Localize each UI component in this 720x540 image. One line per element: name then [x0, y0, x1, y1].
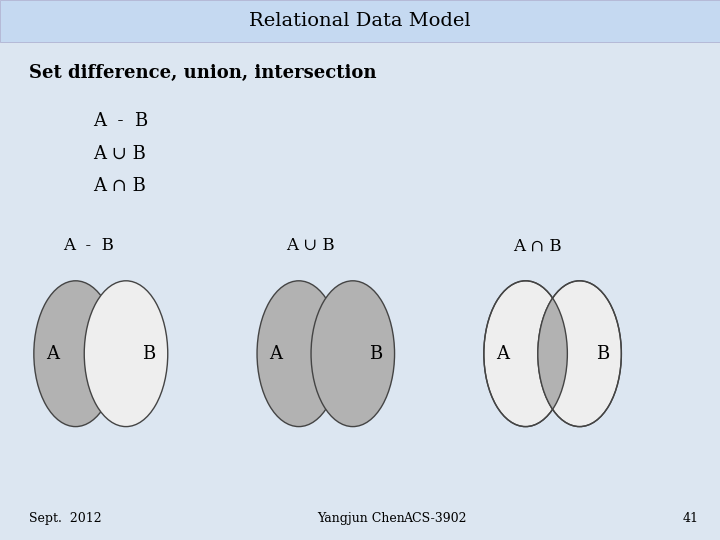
- Text: B: B: [143, 345, 156, 363]
- Text: A ∪ B: A ∪ B: [287, 237, 335, 254]
- Text: Set difference, union, intersection: Set difference, union, intersection: [29, 64, 377, 82]
- Ellipse shape: [538, 281, 621, 427]
- Text: ACS-3902: ACS-3902: [403, 512, 467, 525]
- Text: Yangjun Chen: Yangjun Chen: [317, 512, 405, 525]
- Ellipse shape: [484, 281, 567, 427]
- Text: A  -  B: A - B: [94, 112, 149, 131]
- Text: B: B: [369, 345, 382, 363]
- Ellipse shape: [311, 281, 395, 427]
- Text: 41: 41: [683, 512, 698, 525]
- Text: A: A: [46, 345, 59, 363]
- Text: Relational Data Model: Relational Data Model: [249, 12, 471, 30]
- Text: A ∩ B: A ∩ B: [94, 177, 146, 195]
- Text: Sept.  2012: Sept. 2012: [29, 512, 102, 525]
- Text: A ∩ B: A ∩ B: [513, 237, 562, 254]
- Ellipse shape: [538, 281, 621, 427]
- Ellipse shape: [484, 281, 567, 427]
- Ellipse shape: [34, 281, 117, 427]
- Text: A: A: [269, 345, 282, 363]
- Text: A  -  B: A - B: [63, 237, 114, 254]
- Text: A: A: [496, 345, 509, 363]
- Ellipse shape: [84, 281, 168, 427]
- Text: B: B: [596, 345, 609, 363]
- Ellipse shape: [257, 281, 341, 427]
- FancyBboxPatch shape: [0, 0, 720, 42]
- Text: A ∪ B: A ∪ B: [94, 145, 146, 163]
